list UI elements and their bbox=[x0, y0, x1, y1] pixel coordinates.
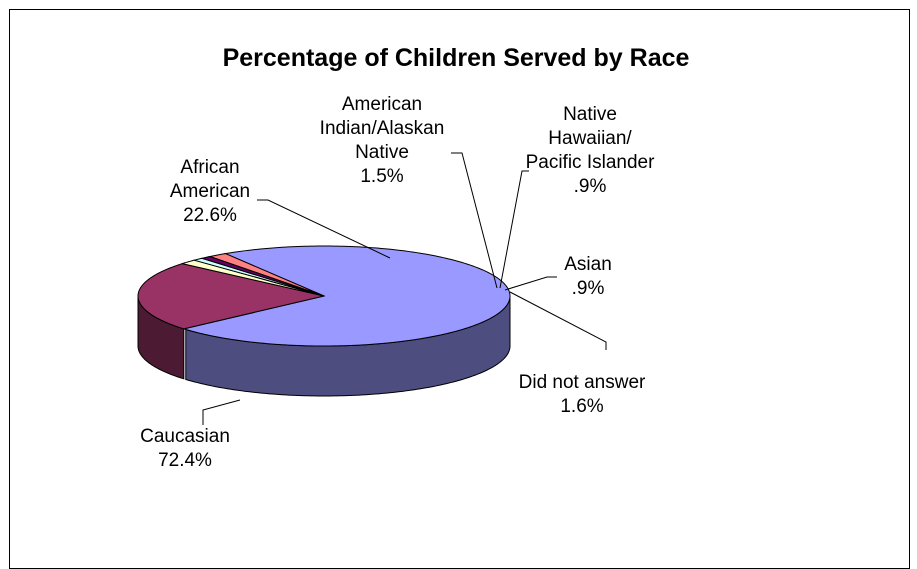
slice-category-label-5: Did not answer bbox=[519, 372, 646, 393]
slice-value-label-1: 22.6% bbox=[183, 205, 237, 226]
leader-line-5 bbox=[509, 291, 607, 350]
leader-line-4 bbox=[504, 276, 557, 291]
slice-category-label-3: Hawaiian/ bbox=[548, 128, 632, 149]
slice-value-label-4: .9% bbox=[572, 278, 605, 299]
slice-category-label-4: Asian bbox=[564, 254, 612, 275]
slice-category-label-2: Indian/Alaskan bbox=[320, 118, 445, 139]
leader-line-1 bbox=[257, 199, 391, 259]
slice-category-label-2: American bbox=[342, 94, 422, 115]
leader-line-2 bbox=[451, 152, 498, 289]
slice-value-label-5: 1.6% bbox=[560, 396, 603, 417]
pie-chart: Percentage of Children Served by Race Ca… bbox=[137, 44, 690, 471]
slice-value-label-2: 1.5% bbox=[360, 166, 403, 187]
chart-title: Percentage of Children Served by Race bbox=[223, 44, 690, 72]
pie-slice-1 bbox=[137, 263, 325, 330]
slice-value-label-3: .9% bbox=[574, 176, 607, 197]
leader-line-3 bbox=[499, 170, 529, 289]
slice-value-label-0: 72.4% bbox=[158, 450, 212, 471]
leader-lines bbox=[202, 152, 607, 425]
slice-category-label-3: Native bbox=[563, 104, 617, 125]
pie-tops bbox=[137, 245, 511, 347]
slice-labels: Caucasian 72.4% African American 22.6% Americ… bbox=[140, 94, 655, 471]
slice-category-label-1: African bbox=[180, 157, 239, 178]
pie-slice-5 bbox=[208, 253, 325, 297]
slice-category-label-0: Caucasian bbox=[140, 426, 230, 447]
slice-category-label-2: Native bbox=[355, 142, 409, 163]
leader-line-0 bbox=[202, 399, 241, 425]
slice-category-label-1: American bbox=[170, 181, 250, 202]
slice-category-label-3: Pacific Islander bbox=[526, 152, 656, 173]
pie-slice-0 bbox=[181, 245, 511, 347]
chart-area: Percentage of Children Served by Race Ca… bbox=[9, 9, 910, 569]
